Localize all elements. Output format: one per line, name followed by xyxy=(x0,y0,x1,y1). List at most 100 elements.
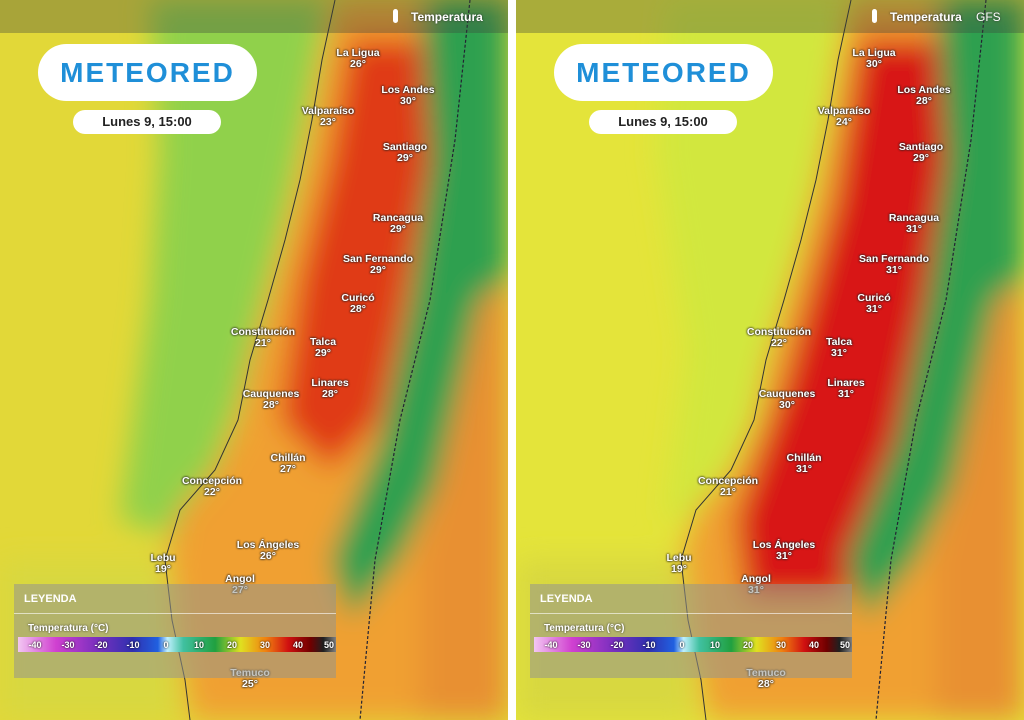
city-temp: 30° xyxy=(779,399,795,411)
city-name: Los Ángeles xyxy=(752,539,816,551)
legend-divider xyxy=(530,613,852,614)
city-label: Chillán 27° xyxy=(270,453,305,475)
date-label: Lunes 9, 15:00 xyxy=(589,110,737,134)
city-name: Curicó xyxy=(341,292,375,304)
city-label: Santiago 29° xyxy=(899,142,943,164)
header-label: Temperatura xyxy=(890,10,962,24)
map-panel: Temperatura METEORED Lunes 9, 15:00 La Ligu… xyxy=(0,0,508,720)
city-temp: 26° xyxy=(350,58,366,70)
city-temp: 31° xyxy=(831,347,847,359)
city-name: Talca xyxy=(309,336,337,348)
city-name: Santiago xyxy=(382,141,428,153)
header-bar: Temperatura xyxy=(0,0,508,33)
city-name: San Fernando xyxy=(858,253,930,265)
city-label: La Ligua 30° xyxy=(852,48,895,70)
city-label: Cauquenes 28° xyxy=(243,389,300,411)
city-label: Los Andes 28° xyxy=(897,85,950,107)
legend: LEYENDA Temperatura (°C) -40 -30 -20 -10 0 10 20… xyxy=(530,584,852,678)
scale-tick: 40 xyxy=(292,640,304,650)
color-scale xyxy=(534,637,852,652)
city-name: Linares xyxy=(827,377,865,389)
logo: METEORED xyxy=(38,44,257,101)
city-label: Lebu 19° xyxy=(666,553,691,575)
city-temp: 29° xyxy=(370,264,386,276)
city-name: Los Andes xyxy=(381,84,435,96)
city-name: Curicó xyxy=(857,292,891,304)
scale-tick: 30 xyxy=(775,640,787,650)
thermometer-icon xyxy=(872,9,877,23)
legend-scale-title: Temperatura (°C) xyxy=(28,623,109,634)
city-temp: 21° xyxy=(255,337,271,349)
legend-title: LEYENDA xyxy=(540,593,593,605)
city-temp: 29° xyxy=(397,152,413,164)
scale-tick: -30 xyxy=(61,640,75,650)
city-name: Cauquenes xyxy=(758,388,816,400)
city-label: Talca 29° xyxy=(310,337,336,359)
scale-tick: 10 xyxy=(709,640,721,650)
city-name: Lebu xyxy=(666,552,692,564)
city-temp: 28° xyxy=(322,388,338,400)
city-name: Chillán xyxy=(270,452,306,464)
city-temp: 26° xyxy=(260,550,276,562)
city-temp: 22° xyxy=(204,486,220,498)
city-name: La Ligua xyxy=(852,47,896,59)
city-temp: 19° xyxy=(155,563,171,575)
city-temp: 24° xyxy=(836,116,852,128)
city-name: La Ligua xyxy=(336,47,380,59)
scale-tick: 20 xyxy=(226,640,238,650)
city-label: Valparaíso 23° xyxy=(302,106,355,128)
city-label: Rancagua 31° xyxy=(889,213,939,235)
city-label: Santiago 29° xyxy=(383,142,427,164)
thermometer-icon xyxy=(393,9,398,23)
scale-tick: -20 xyxy=(94,640,108,650)
scale-tick: -30 xyxy=(577,640,591,650)
legend-title: LEYENDA xyxy=(24,593,77,605)
city-label: Rancagua 29° xyxy=(373,213,423,235)
scale-tick: 10 xyxy=(193,640,205,650)
city-temp: 31° xyxy=(886,264,902,276)
city-temp: 25° xyxy=(242,678,258,690)
map-panel: Temperatura GFS METEORED Lunes 9, 15:00 La L… xyxy=(516,0,1024,720)
city-label: Linares 28° xyxy=(311,378,348,400)
legend-divider xyxy=(14,613,336,614)
city-name: Valparaíso xyxy=(817,105,871,117)
city-temp: 28° xyxy=(758,678,774,690)
city-label: Concepción 22° xyxy=(182,476,242,498)
city-temp: 22° xyxy=(771,337,787,349)
city-label: La Ligua 26° xyxy=(336,48,379,70)
city-temp: 19° xyxy=(671,563,687,575)
city-name: Valparaíso xyxy=(301,105,355,117)
scale-tick: -10 xyxy=(126,640,140,650)
city-name: Lebu xyxy=(150,552,176,564)
city-name: Rancagua xyxy=(372,212,424,224)
city-label: Talca 31° xyxy=(826,337,852,359)
city-temp: 31° xyxy=(838,388,854,400)
city-label: Constitución 21° xyxy=(231,327,295,349)
header-label: Temperatura xyxy=(411,10,483,24)
city-label: San Fernando 31° xyxy=(859,254,929,276)
city-temp: 28° xyxy=(916,95,932,107)
legend-scale-title: Temperatura (°C) xyxy=(544,623,625,634)
date-label: Lunes 9, 15:00 xyxy=(73,110,221,134)
city-temp: 30° xyxy=(866,58,882,70)
city-temp: 28° xyxy=(263,399,279,411)
city-temp: 29° xyxy=(913,152,929,164)
city-label: Curicó 31° xyxy=(857,293,890,315)
city-temp: 29° xyxy=(390,223,406,235)
scale-tick: 0 xyxy=(679,640,685,650)
scale-tick: 40 xyxy=(808,640,820,650)
city-name: Santiago xyxy=(898,141,944,153)
city-name: Linares xyxy=(311,377,349,389)
city-label: Curicó 28° xyxy=(341,293,374,315)
city-name: San Fernando xyxy=(342,253,414,265)
city-temp: 21° xyxy=(720,486,736,498)
city-temp: 31° xyxy=(906,223,922,235)
city-temp: 31° xyxy=(776,550,792,562)
city-label: Concepción 21° xyxy=(698,476,758,498)
city-label: Linares 31° xyxy=(827,378,864,400)
city-label: Valparaíso 24° xyxy=(818,106,871,128)
color-scale xyxy=(18,637,336,652)
city-label: Los Ángeles 31° xyxy=(753,540,815,562)
city-name: Constitución xyxy=(746,326,812,338)
